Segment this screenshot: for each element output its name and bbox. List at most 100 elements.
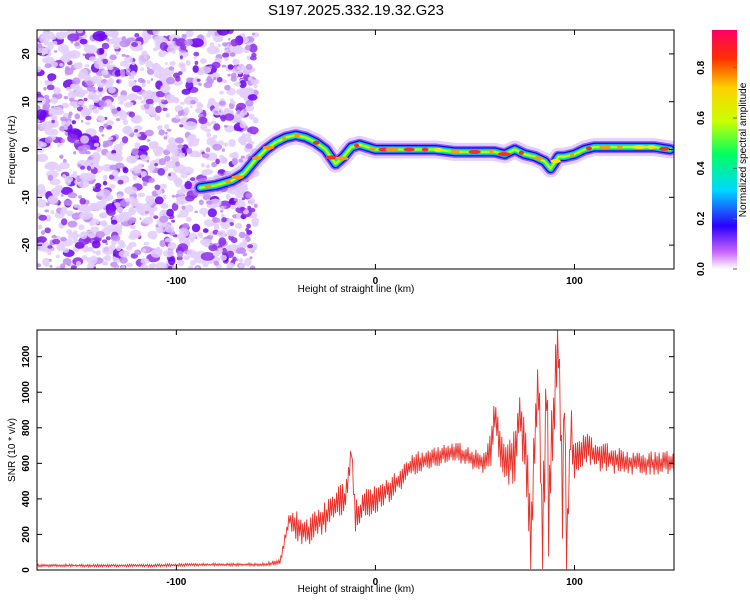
ridge-hotspot bbox=[570, 152, 575, 157]
noise-blob bbox=[84, 64, 90, 68]
noise-blob bbox=[145, 197, 151, 203]
noise-blob bbox=[51, 115, 58, 122]
noise-blob bbox=[247, 94, 258, 101]
noise-blob bbox=[239, 121, 247, 129]
snr-panel: -100 0 100 0 200 400 600 800 1000 1200 Height of… bbox=[7, 329, 675, 595]
noise-blob bbox=[63, 199, 73, 207]
noise-blob bbox=[159, 183, 167, 190]
noise-blob bbox=[150, 249, 163, 258]
noise-blob bbox=[43, 94, 50, 100]
noise-blob bbox=[181, 33, 187, 40]
noise-blob bbox=[128, 75, 135, 80]
noise-blob bbox=[211, 61, 221, 69]
noise-blob bbox=[68, 111, 73, 116]
noise-blob bbox=[235, 200, 246, 208]
noise-blob bbox=[145, 90, 153, 97]
noise-blob bbox=[181, 205, 186, 211]
noise-blob bbox=[117, 217, 125, 223]
noise-blob bbox=[210, 120, 217, 125]
noise-blob bbox=[95, 231, 106, 239]
noise-blob bbox=[78, 224, 85, 231]
noise-blob bbox=[43, 86, 47, 91]
noise-blob bbox=[142, 181, 148, 187]
noise-blob bbox=[193, 51, 200, 57]
noise-blob bbox=[208, 97, 216, 107]
noise-blob bbox=[145, 60, 154, 68]
noise-blob bbox=[115, 162, 125, 169]
noise-blob bbox=[110, 235, 121, 242]
noise-blob bbox=[236, 258, 239, 261]
snr-y-tick-label: 600 bbox=[21, 455, 32, 472]
colorbar-tick-label: 0.4 bbox=[696, 161, 707, 175]
noise-blob bbox=[243, 95, 249, 101]
noise-blob bbox=[246, 63, 253, 70]
noise-blob bbox=[62, 248, 70, 253]
noise-blob bbox=[79, 211, 92, 220]
noise-blob bbox=[140, 263, 149, 269]
noise-blob bbox=[141, 79, 146, 84]
colorbar-label: Normalized spectral amplitude bbox=[738, 82, 749, 217]
noise-blob bbox=[119, 69, 126, 76]
noise-blob bbox=[204, 169, 214, 175]
noise-blob bbox=[107, 136, 114, 140]
noise-blob bbox=[229, 52, 236, 57]
noise-blob bbox=[114, 223, 123, 231]
ridge-hotspot bbox=[262, 145, 275, 150]
noise-blob bbox=[57, 143, 61, 148]
noise-blob bbox=[102, 58, 108, 65]
noise-blob bbox=[238, 231, 246, 239]
snr-x-tick-label: 100 bbox=[566, 577, 583, 588]
noise-blob bbox=[131, 148, 139, 156]
noise-blob bbox=[93, 142, 100, 147]
ridge-hotspot bbox=[533, 156, 543, 161]
noise-blob bbox=[219, 90, 224, 95]
noise-blob bbox=[85, 150, 91, 155]
noise-blob bbox=[92, 30, 108, 42]
noise-blob bbox=[133, 205, 136, 209]
noise-blob bbox=[59, 63, 64, 67]
noise-blob bbox=[45, 214, 52, 222]
noise-blob bbox=[178, 152, 186, 158]
noise-blob bbox=[101, 69, 109, 76]
noise-blob bbox=[105, 236, 111, 241]
noise-blob bbox=[209, 198, 222, 208]
noise-blob bbox=[191, 223, 201, 233]
noise-blob bbox=[202, 228, 209, 233]
noise-blob bbox=[234, 65, 238, 69]
noise-blob bbox=[164, 131, 168, 135]
noise-blob bbox=[159, 239, 166, 248]
noise-blob bbox=[220, 213, 225, 218]
noise-blob bbox=[83, 44, 98, 54]
noise-blob bbox=[218, 248, 223, 254]
noise-blob bbox=[116, 79, 120, 84]
noise-blob bbox=[67, 33, 80, 42]
noise-blob bbox=[201, 58, 207, 64]
noise-blob bbox=[65, 86, 72, 91]
noise-blob bbox=[184, 39, 194, 46]
noise-blob bbox=[241, 241, 248, 246]
noise-blob bbox=[63, 96, 69, 100]
noise-blob bbox=[51, 105, 55, 109]
noise-blob bbox=[154, 184, 161, 191]
ridge-hotspot bbox=[252, 156, 262, 161]
noise-blob bbox=[144, 129, 154, 137]
noise-blob bbox=[162, 107, 168, 112]
noise-blob bbox=[176, 214, 182, 218]
noise-blob bbox=[228, 262, 235, 268]
noise-blob bbox=[158, 125, 163, 130]
noise-blob bbox=[196, 102, 203, 110]
noise-blob bbox=[139, 217, 142, 220]
noise-blob bbox=[88, 56, 97, 62]
noise-blob bbox=[140, 258, 150, 265]
noise-blob bbox=[154, 196, 164, 205]
noise-blob bbox=[94, 61, 104, 69]
noise-blob bbox=[92, 185, 96, 189]
noise-blob bbox=[204, 128, 211, 133]
noise-blob bbox=[74, 113, 81, 120]
noise-blob bbox=[185, 216, 192, 222]
ridge-hotspot bbox=[325, 155, 337, 160]
noise-blob bbox=[185, 30, 194, 38]
noise-blob bbox=[180, 173, 188, 179]
spectrogram-x-tick-label: 100 bbox=[566, 276, 583, 287]
noise-blob bbox=[47, 195, 59, 204]
